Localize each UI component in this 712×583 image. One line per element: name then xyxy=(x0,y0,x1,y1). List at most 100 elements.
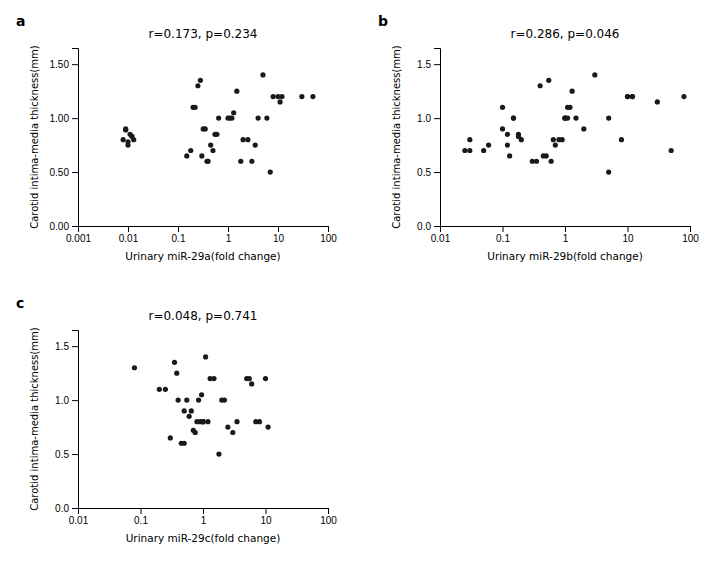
tick-mark xyxy=(72,400,78,401)
tick-label: 10 xyxy=(622,233,634,244)
point xyxy=(271,94,276,99)
tick: 1.5 xyxy=(55,341,78,352)
tick-label: 1.5 xyxy=(417,59,431,70)
point xyxy=(507,153,512,158)
point xyxy=(200,419,205,424)
axis-line xyxy=(434,49,441,227)
tick-mark xyxy=(328,226,329,232)
tick: 1.0 xyxy=(55,395,78,406)
point xyxy=(238,159,243,164)
tick: 0.50 xyxy=(50,167,78,178)
tick-mark xyxy=(278,226,279,232)
points xyxy=(121,72,316,174)
x-axis: 0.010.1110100 xyxy=(69,508,338,526)
point xyxy=(216,116,221,121)
point xyxy=(544,153,549,158)
point xyxy=(249,159,254,164)
point xyxy=(216,451,221,456)
tick: 10 xyxy=(622,226,634,244)
tick-label: 1 xyxy=(226,233,232,244)
point xyxy=(189,408,194,413)
point xyxy=(247,376,252,381)
points xyxy=(132,354,271,456)
tick-label: 1.5 xyxy=(55,341,69,352)
tick-label: 0.5 xyxy=(55,449,69,460)
tick-label: 0.0 xyxy=(55,503,69,514)
x-axis-title: Urinary miR-29c(fold change) xyxy=(126,532,281,544)
point xyxy=(511,116,516,121)
point xyxy=(249,381,254,386)
tick-mark xyxy=(434,118,440,119)
point xyxy=(184,153,189,158)
point xyxy=(211,376,216,381)
point xyxy=(581,126,586,131)
panel: 0.010.11101000.00.51.01.5r=0.048, p=0.74… xyxy=(16,295,337,544)
point xyxy=(206,159,211,164)
tick-label: 1.00 xyxy=(50,113,70,124)
point xyxy=(606,116,611,121)
tick: 100 xyxy=(320,226,337,244)
tick: 1 xyxy=(226,226,232,244)
point xyxy=(200,419,205,424)
point xyxy=(163,387,168,392)
title: r=0.173, p=0.234 xyxy=(149,27,258,41)
point xyxy=(655,99,660,104)
tick-label: 100 xyxy=(320,515,337,526)
tick: 0.5 xyxy=(55,449,78,460)
tick-label: 10 xyxy=(260,515,272,526)
point xyxy=(123,126,128,131)
point xyxy=(195,83,200,88)
axis-line xyxy=(79,509,329,515)
point xyxy=(481,148,486,153)
tick: 0.01 xyxy=(119,226,139,244)
point xyxy=(619,137,624,142)
tick-label: 100 xyxy=(320,233,337,244)
tick-label: 1 xyxy=(563,233,569,244)
tick-mark xyxy=(178,226,179,232)
point xyxy=(519,137,524,142)
point xyxy=(184,398,189,403)
tick-mark xyxy=(128,226,129,232)
point xyxy=(200,419,205,424)
tick-label: 0.0 xyxy=(417,221,431,232)
tick-mark xyxy=(266,508,267,514)
tick-mark xyxy=(690,226,691,232)
point xyxy=(256,116,261,121)
tick-mark xyxy=(72,346,78,347)
point xyxy=(234,89,239,94)
point xyxy=(277,99,282,104)
panel-label: c xyxy=(16,295,24,311)
tick-mark xyxy=(72,64,78,65)
tick-label: 10 xyxy=(273,233,285,244)
title: r=0.048, p=0.741 xyxy=(149,309,258,323)
point xyxy=(257,419,262,424)
panel-label: b xyxy=(378,13,388,29)
point xyxy=(467,148,472,153)
tick: 0.001 xyxy=(66,226,91,244)
tick-label: 1.0 xyxy=(417,113,431,124)
point xyxy=(263,376,268,381)
tick-label: 0.5 xyxy=(417,167,431,178)
point xyxy=(560,137,565,142)
y-axis-title: Carotid intima-media thickness(mm) xyxy=(29,327,40,511)
point xyxy=(193,430,198,435)
point xyxy=(187,414,192,419)
point xyxy=(199,392,204,397)
tick-label: 0.01 xyxy=(431,233,451,244)
point xyxy=(182,408,187,413)
tick-mark xyxy=(503,226,504,232)
tick: 0.1 xyxy=(134,508,148,526)
tick: 0.1 xyxy=(496,226,510,244)
point xyxy=(196,398,201,403)
point xyxy=(592,72,597,77)
point xyxy=(681,94,686,99)
tick-mark xyxy=(72,226,78,227)
point xyxy=(203,126,208,131)
point xyxy=(230,430,235,435)
point xyxy=(182,441,187,446)
point xyxy=(630,94,635,99)
point xyxy=(500,105,505,110)
point xyxy=(625,94,630,99)
tick-label: 0.1 xyxy=(134,515,148,526)
tick-label: 100 xyxy=(682,233,699,244)
